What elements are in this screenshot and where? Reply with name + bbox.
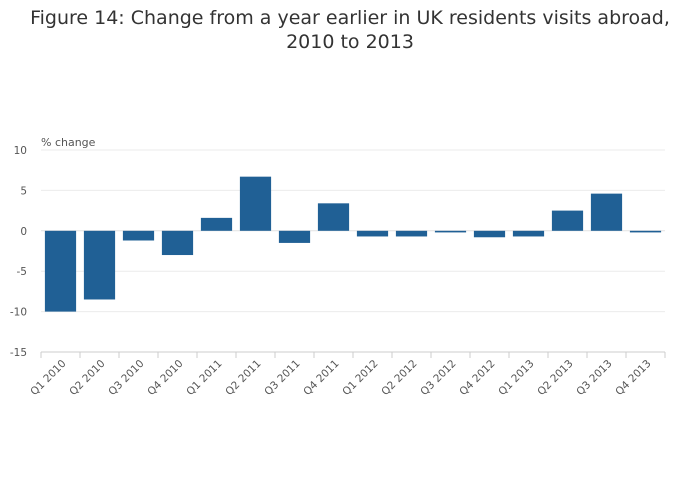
bar[interactable] [317,203,350,231]
bar[interactable] [278,230,311,243]
y-tick-label: 0 [20,226,27,238]
x-tick-label: Q1 2012 [340,358,380,398]
x-tick-label: Q1 2013 [496,358,536,398]
x-tick-label: Q3 2013 [574,358,614,398]
x-tick-label: Q3 2010 [106,358,146,398]
chart-title: Figure 14: Change from a year earlier in… [30,7,670,53]
y-tick-label: 5 [20,185,27,197]
x-tick-label: Q2 2010 [67,358,107,398]
y-tick-label: -15 [10,347,27,359]
x-tick-label: Q3 2012 [418,358,458,398]
x-tick-label: Q4 2011 [301,358,341,398]
bars [44,176,662,312]
bar[interactable] [473,230,506,238]
x-tick-label: Q2 2012 [379,358,419,398]
y-tick-label: 10 [14,145,27,157]
y-tick-label: -5 [17,266,27,278]
x-tick-label: Q4 2012 [457,358,497,398]
bar[interactable] [551,210,584,231]
bar[interactable] [356,230,389,237]
bar[interactable] [434,230,467,233]
bar[interactable] [629,230,662,233]
bar[interactable] [122,230,155,241]
x-tick-label: Q2 2011 [223,358,263,398]
x-tick-label: Q1 2011 [184,358,224,398]
x-tick-label: Q4 2010 [145,358,185,398]
bar[interactable] [512,230,545,237]
y-axis-label: % change [41,136,96,149]
bar[interactable] [239,176,272,231]
x-tick-label: Q3 2011 [262,358,302,398]
x-tick-label: Q4 2013 [613,358,653,398]
y-tick-label: -10 [10,307,27,319]
bar[interactable] [83,230,116,300]
bar[interactable] [395,230,428,237]
x-tick-label: Q2 2013 [535,358,575,398]
y-axis-ticks: 10 5 0 -5 -10 -15 [10,145,27,359]
x-tick-label: Q1 2010 [28,358,68,398]
bar[interactable] [590,193,623,231]
bar[interactable] [161,230,194,256]
gridlines [41,149,665,353]
bar[interactable] [44,230,77,312]
bar[interactable] [200,217,233,231]
